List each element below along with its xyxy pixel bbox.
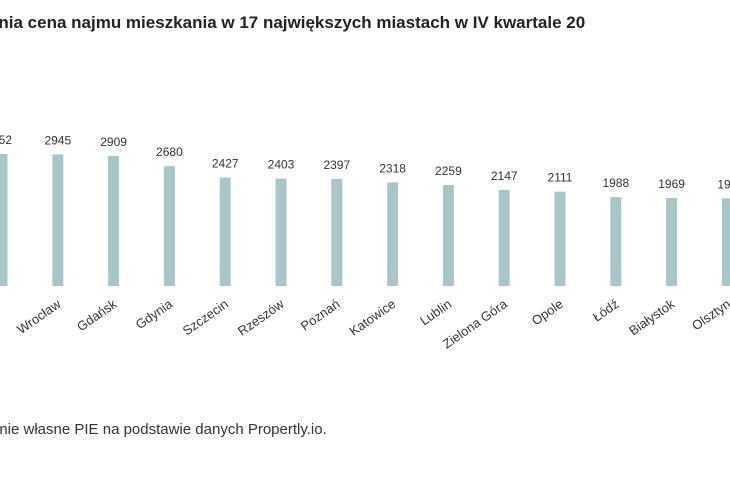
bar bbox=[108, 156, 120, 286]
data-label: 2427 bbox=[212, 157, 239, 171]
x-tick-label: Gdynia bbox=[133, 296, 176, 332]
data-label: 2680 bbox=[156, 145, 183, 159]
data-label: 2318 bbox=[379, 161, 406, 175]
bar bbox=[219, 177, 231, 286]
data-label: 2945 bbox=[44, 133, 71, 147]
x-tick-label: Opole bbox=[529, 296, 566, 328]
data-label: 2147 bbox=[491, 169, 518, 183]
data-label: 2259 bbox=[435, 164, 462, 178]
data-label: 2111 bbox=[548, 171, 573, 185]
chart-title: dnia cena najmu mieszkania w 17 najwięks… bbox=[0, 13, 586, 32]
x-tick-label: Poznań bbox=[298, 296, 343, 334]
x-tick-label: Gdańsk bbox=[74, 296, 120, 334]
bar bbox=[331, 178, 343, 286]
x-tick-label: Rzeszów bbox=[235, 296, 287, 339]
bar bbox=[610, 197, 622, 286]
bar bbox=[387, 182, 399, 286]
data-label: 1988 bbox=[602, 176, 629, 190]
data-label: 196 bbox=[717, 177, 730, 191]
x-tick-label: Katowice bbox=[347, 296, 399, 339]
bar bbox=[52, 154, 64, 286]
bar bbox=[554, 191, 566, 286]
source-note: ranie własne PIE na podstawie danych Pro… bbox=[0, 421, 327, 438]
x-tick-label: Wrocław bbox=[14, 296, 64, 337]
x-tick-label: Szczecin bbox=[180, 296, 231, 338]
data-label: 2397 bbox=[323, 158, 350, 172]
x-tick-label: Białystok bbox=[626, 296, 678, 338]
data-label: 2403 bbox=[268, 158, 295, 172]
x-tick-label: Olsztyn bbox=[689, 296, 730, 333]
x-tick-label: Lublin bbox=[417, 296, 454, 328]
bar bbox=[0, 154, 8, 286]
data-label: 1969 bbox=[658, 177, 685, 191]
bar bbox=[442, 185, 454, 286]
bar bbox=[498, 190, 510, 286]
bar bbox=[721, 198, 730, 286]
bar bbox=[163, 166, 175, 286]
bar bbox=[275, 178, 287, 286]
bar bbox=[666, 198, 678, 286]
x-tick-label: Łódź bbox=[590, 296, 622, 324]
data-label: 2909 bbox=[100, 135, 127, 149]
data-label: 952 bbox=[0, 133, 12, 147]
